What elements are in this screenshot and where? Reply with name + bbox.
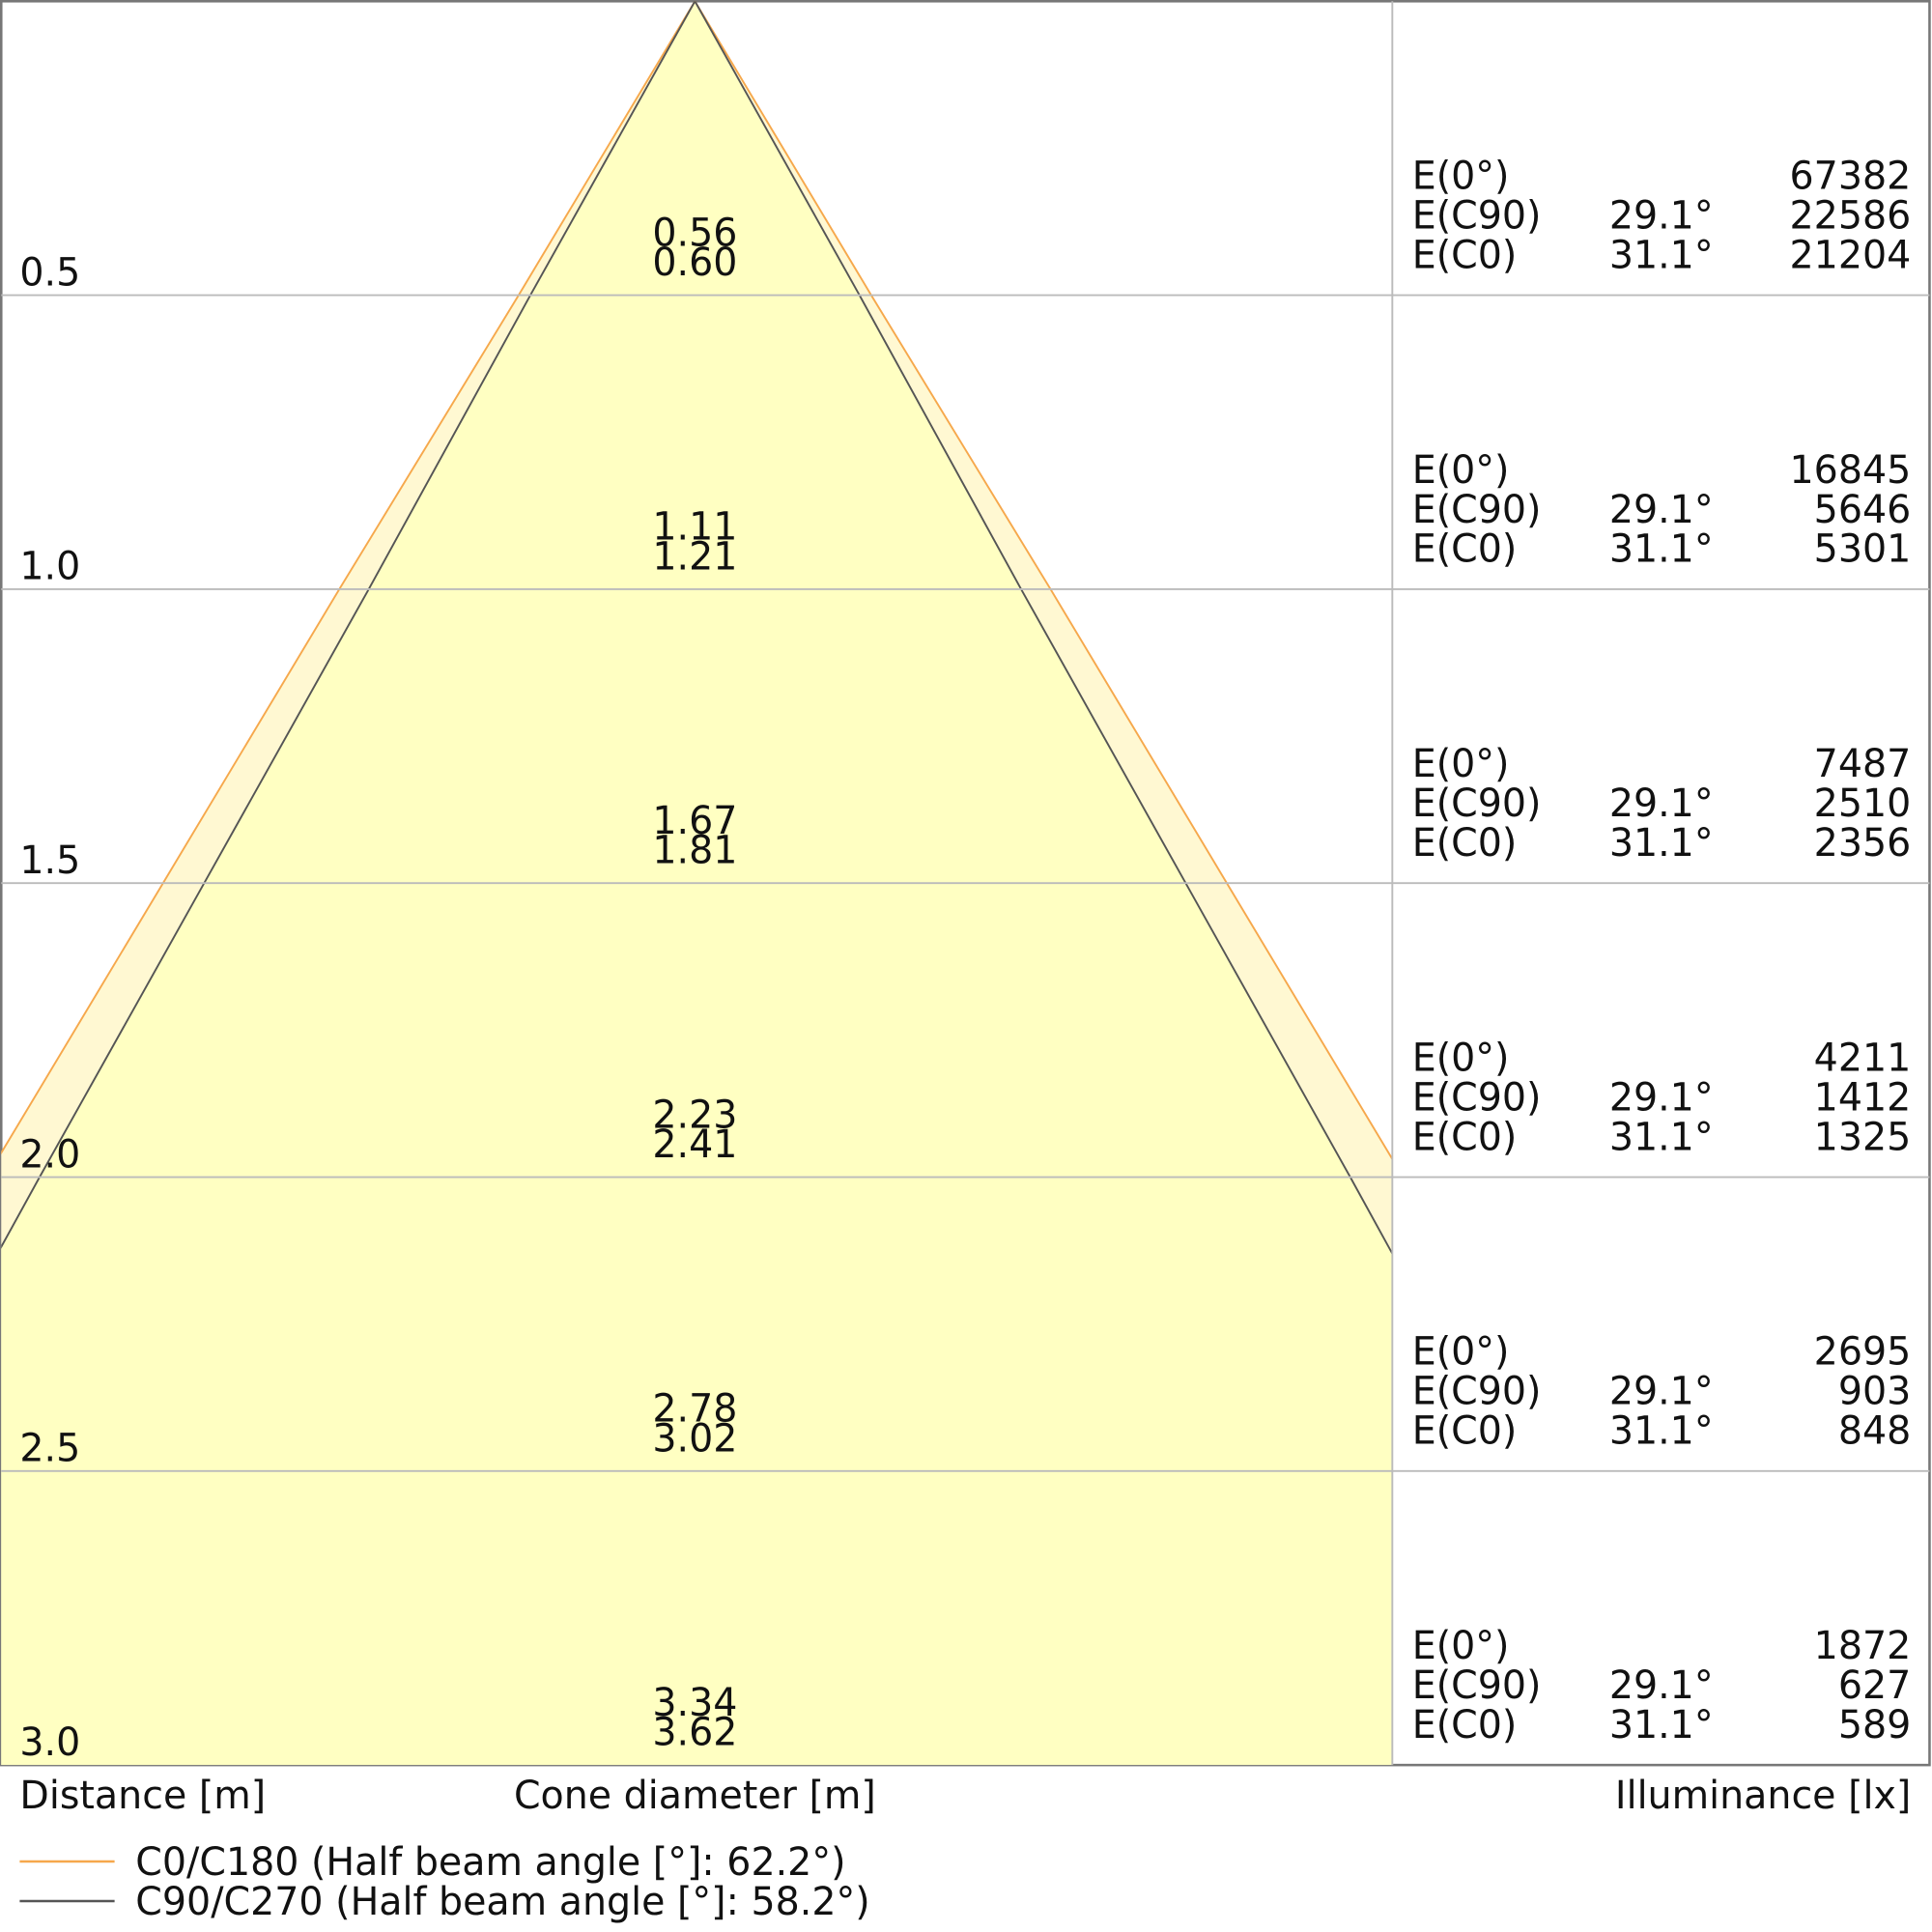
legend-label: C0/C180 (Half beam angle [°]: 62.2°) <box>135 1840 845 1885</box>
cone-edge <box>870 295 1393 1161</box>
row-label: E(C0) <box>1412 527 1518 572</box>
row-label: E(0°) <box>1412 154 1510 198</box>
illuminance-value: 7487 <box>1814 742 1912 786</box>
legend-label: C90/C270 (Half beam angle [°]: 58.2°) <box>135 1880 869 1924</box>
value-label: Illuminance [lx] <box>1615 1774 1911 1818</box>
illuminance-value: 848 <box>1838 1409 1911 1454</box>
row-label: E(C90) <box>1412 488 1542 532</box>
diameter-label: 2.78 <box>652 1387 737 1432</box>
row-label: E(0°) <box>1412 742 1510 786</box>
row-label: E(0°) <box>1412 1036 1510 1080</box>
illuminance-value: 21204 <box>1790 233 1912 277</box>
y-tick-label: 3.0 <box>19 1720 80 1765</box>
angle-label: 29.1° <box>1609 1075 1714 1120</box>
diameter-label: 1.81 <box>652 829 737 873</box>
y-tick-label: 2.0 <box>19 1132 80 1177</box>
row-label: E(C0) <box>1412 1703 1518 1747</box>
cone-edge <box>1 295 531 1249</box>
cone-apex-edge <box>694 1 861 297</box>
row-label: E(C0) <box>1412 821 1518 866</box>
row-label: E(C90) <box>1412 1370 1542 1414</box>
illuminance-value: 2356 <box>1814 821 1912 866</box>
row-label: E(0°) <box>1412 1624 1510 1668</box>
row-label: E(C90) <box>1412 193 1542 238</box>
illuminance-value: 1872 <box>1814 1624 1912 1668</box>
illuminance-value: 5301 <box>1814 527 1912 572</box>
y-tick-label: 1.5 <box>19 838 80 883</box>
x-axis-label: Cone diameter [m] <box>514 1774 876 1818</box>
angle-label: 31.1° <box>1609 1703 1714 1747</box>
cone-apex-edge <box>529 1 696 297</box>
angle-label: 31.1° <box>1609 1115 1714 1159</box>
diameter-label: 1.21 <box>652 534 737 579</box>
y-axis-label: Distance [m] <box>19 1774 266 1818</box>
illuminance-value: 16845 <box>1790 448 1912 493</box>
angle-label: 29.1° <box>1609 1663 1714 1708</box>
diameter-label: 1.67 <box>652 799 737 843</box>
illuminance-value: 627 <box>1838 1663 1911 1708</box>
row-label: E(C0) <box>1412 1115 1518 1159</box>
diameter-label: 0.60 <box>652 241 737 285</box>
angle-label: 31.1° <box>1609 233 1714 277</box>
illuminance-value: 1325 <box>1814 1115 1912 1159</box>
illuminance-value: 589 <box>1838 1703 1911 1747</box>
row-label: E(C90) <box>1412 1663 1542 1708</box>
diameter-label: 2.23 <box>652 1093 737 1137</box>
angle-label: 31.1° <box>1609 527 1714 572</box>
illuminance-value: 5646 <box>1814 488 1912 532</box>
y-tick-label: 0.5 <box>19 250 80 295</box>
diameter-label: 3.02 <box>652 1416 737 1461</box>
illuminance-value: 2510 <box>1814 781 1912 826</box>
illuminance-value: 4211 <box>1814 1036 1912 1080</box>
row-label: E(0°) <box>1412 1330 1510 1375</box>
row-label: E(C0) <box>1412 233 1518 277</box>
row-label: E(C90) <box>1412 781 1542 826</box>
diameter-label: 3.34 <box>652 1681 737 1725</box>
y-tick-label: 1.0 <box>19 545 80 589</box>
row-label: E(C0) <box>1412 1409 1518 1454</box>
illuminance-value: 2695 <box>1814 1330 1912 1375</box>
y-tick-label: 2.5 <box>19 1427 80 1471</box>
illuminance-value: 1412 <box>1814 1075 1912 1120</box>
angle-label: 29.1° <box>1609 1370 1714 1414</box>
illuminance-value: 903 <box>1838 1370 1911 1414</box>
angle-label: 29.1° <box>1609 488 1714 532</box>
cone-apex-edge <box>694 1 872 297</box>
illuminance-value: 22586 <box>1790 193 1912 238</box>
angle-label: 29.1° <box>1609 781 1714 826</box>
angle-label: 31.1° <box>1609 821 1714 866</box>
row-label: E(C90) <box>1412 1075 1542 1120</box>
angle-label: 29.1° <box>1609 193 1714 238</box>
diameter-label: 0.56 <box>652 211 737 255</box>
row-label: E(0°) <box>1412 448 1510 493</box>
cone-apex-edge <box>518 1 696 297</box>
cone-edge <box>858 295 1393 1256</box>
diameter-label: 1.11 <box>652 505 737 550</box>
diameter-label: 3.62 <box>652 1711 737 1755</box>
diameter-label: 2.41 <box>652 1122 737 1167</box>
cone-edge <box>1 295 520 1155</box>
angle-label: 31.1° <box>1609 1409 1714 1454</box>
illuminance-value: 67382 <box>1790 154 1912 198</box>
